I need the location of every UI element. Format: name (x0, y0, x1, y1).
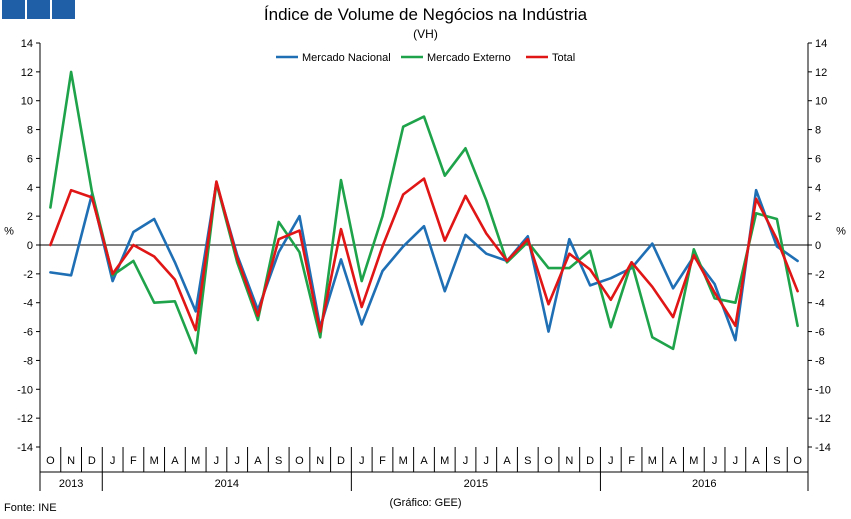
y-tick-label-right: 8 (815, 125, 821, 137)
credit-note: (Gráfico: GEE) (389, 497, 462, 509)
y-tick-label-left: 0 (27, 240, 33, 252)
logo-square-3 (52, 0, 75, 19)
month-label: A (503, 455, 511, 467)
month-label: J (608, 455, 614, 467)
y-tick-label-right: 14 (815, 38, 827, 50)
month-label: O (793, 455, 802, 467)
series-line-mercado-nacional (49, 181, 799, 342)
month-label: O (544, 455, 553, 467)
y-tick-label-left: -10 (17, 384, 33, 396)
month-label: M (150, 455, 159, 467)
legend-label-mercado-externo: Mercado Externo (427, 52, 511, 64)
month-label: S (773, 455, 780, 467)
year-label: 2016 (692, 478, 716, 490)
month-label: M (689, 455, 698, 467)
y-tick-label-left: 2 (27, 211, 33, 223)
logo-square-1 (2, 0, 25, 19)
y-tick-label-right: 10 (815, 96, 827, 108)
y-tick-label-right: -8 (815, 355, 825, 367)
month-label: A (752, 455, 760, 467)
y-tick-label-left: -4 (23, 298, 33, 310)
y-tick-label-right: 0 (815, 240, 821, 252)
y-tick-label-left: -12 (17, 413, 33, 425)
y-tick-label-right: 2 (815, 211, 821, 223)
y-tick-label-right: -12 (815, 413, 831, 425)
series-line-total (49, 177, 799, 333)
month-label: M (191, 455, 200, 467)
y-tick-label-right: 4 (815, 182, 821, 194)
y-tick-label-right: -6 (815, 327, 825, 339)
month-label: J (733, 455, 739, 467)
source-note: Fonte: INE (4, 502, 57, 514)
y-tick-label-right: 12 (815, 67, 827, 79)
legend-label-mercado-nacional: Mercado Nacional (302, 52, 391, 64)
month-label: O (295, 455, 304, 467)
y-tick-label-left: 4 (27, 182, 33, 194)
month-label: D (337, 455, 345, 467)
month-label: F (628, 455, 635, 467)
year-label: 2013 (59, 478, 83, 490)
chart-subtitle: (VH) (413, 27, 438, 41)
month-label: O (46, 455, 55, 467)
logo-square-2 (27, 0, 50, 19)
y-tick-label-right: -4 (815, 298, 825, 310)
month-label: N (67, 455, 75, 467)
month-label: A (171, 455, 179, 467)
y-tick-label-left: 14 (21, 38, 33, 50)
y-tick-label-left: 8 (27, 125, 33, 137)
month-label: A (254, 455, 262, 467)
y-tick-label-left: 10 (21, 96, 33, 108)
month-label: J (214, 455, 220, 467)
month-label: F (379, 455, 386, 467)
y-tick-label-right: 6 (815, 153, 821, 165)
month-label: J (110, 455, 116, 467)
month-label: A (420, 455, 428, 467)
month-label: J (484, 455, 490, 467)
month-label: F (130, 455, 137, 467)
y-tick-label-right: -10 (815, 384, 831, 396)
year-label: 2014 (215, 478, 239, 490)
y-tick-label-left: -8 (23, 355, 33, 367)
month-label: S (275, 455, 282, 467)
month-label: N (316, 455, 324, 467)
year-label: 2015 (464, 478, 488, 490)
month-label: A (669, 455, 677, 467)
month-label: N (565, 455, 573, 467)
y-tick-label-left: 6 (27, 153, 33, 165)
y-tick-label-right: -2 (815, 269, 825, 281)
month-label: M (648, 455, 657, 467)
month-label: M (440, 455, 449, 467)
chart-title: Índice de Volume de Negócios na Indústri… (263, 5, 588, 24)
month-label: J (463, 455, 469, 467)
y-tick-label-right: -14 (815, 442, 831, 454)
month-label: D (88, 455, 96, 467)
month-label: S (524, 455, 531, 467)
month-label: M (399, 455, 408, 467)
y-tick-label-left: -6 (23, 327, 33, 339)
y-axis-label-left: % (4, 226, 14, 238)
y-tick-label-left: -2 (23, 269, 33, 281)
y-tick-label-left: -14 (17, 442, 33, 454)
legend-label-total: Total (552, 52, 575, 64)
month-label: D (586, 455, 594, 467)
y-tick-label-left: 12 (21, 67, 33, 79)
y-axis-label-right: % (836, 226, 846, 238)
month-label: J (359, 455, 365, 467)
series-line-mercado-externo (49, 70, 799, 355)
month-label: J (234, 455, 240, 467)
month-label: J (712, 455, 718, 467)
